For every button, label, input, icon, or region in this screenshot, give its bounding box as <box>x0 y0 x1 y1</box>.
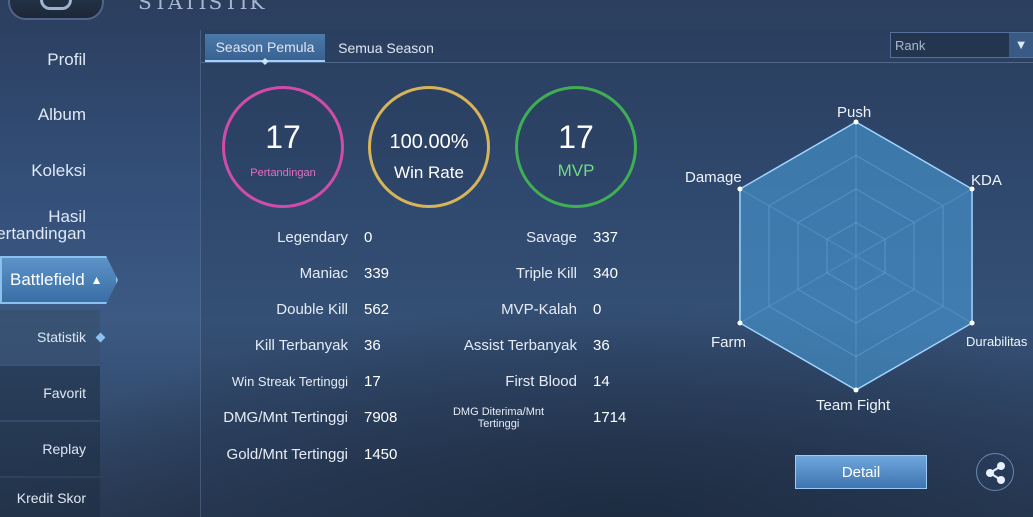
stat-value-first-blood: 14 <box>593 373 610 390</box>
stat-label-mvp-kalah: MVP-Kalah <box>501 301 577 318</box>
winrate-label: Win Rate <box>394 163 464 182</box>
rank-select-value: Rank <box>895 37 926 53</box>
rank-select[interactable]: Rank ▼ <box>890 32 1033 58</box>
stat-value-dmg-mnt: 7908 <box>364 409 398 426</box>
submenu-item-replay[interactable]: Replay <box>0 422 100 476</box>
sidebar-item-profil[interactable]: Profil <box>47 50 86 69</box>
stat-value-dmg-diterima: 1714 <box>593 409 627 426</box>
chevron-up-icon: ▲ <box>90 273 103 287</box>
matches-value: 17 <box>265 119 301 155</box>
stat-value-mvp-kalah: 0 <box>593 301 602 318</box>
submenu-item-favorit[interactable]: Favorit <box>0 366 100 420</box>
stat-value-legendary: 0 <box>364 229 373 246</box>
share-icon <box>986 462 1005 484</box>
page-title: STATISTIK <box>138 0 267 14</box>
stat-label-assist-terbanyak: Assist Terbanyak <box>463 337 577 354</box>
radar-label-durabilitas: Durabilitas <box>966 334 1028 349</box>
stat-label-maniac: Maniac <box>299 265 348 282</box>
stat-value-assist-terbanyak: 36 <box>593 337 610 354</box>
stat-label-dmg-diterima: DMG Diterima/Mnt Tertinggi <box>452 406 545 430</box>
detail-button[interactable]: Detail <box>795 455 927 489</box>
mvp-circle: 17 MVP <box>515 86 637 208</box>
stat-label-dmg-mnt: DMG/Mnt Tertinggi <box>223 409 348 426</box>
mvp-value: 17 <box>558 119 594 155</box>
radar-label-farm: Farm <box>711 334 746 351</box>
radar-label-team-fight: Team Fight <box>816 397 891 414</box>
stat-label-gold-mnt: Gold/Mnt Tertinggi <box>226 446 348 463</box>
mvp-label: MVP <box>557 161 595 180</box>
stat-value-maniac: 339 <box>364 265 390 282</box>
chevron-down-icon: ▼ <box>1009 33 1033 57</box>
tab-semua-season[interactable]: Semua Season <box>338 40 434 56</box>
radar-label-damage: Damage <box>685 169 742 186</box>
matches-label: Pertandingan <box>250 167 316 179</box>
sidebar-item-battlefield-label: Battlefield <box>10 270 85 289</box>
submenu-item-statistik[interactable]: Statistik <box>0 310 100 364</box>
winrate-value: 100.00% <box>389 131 469 153</box>
stat-label-double-kill: Double Kill <box>276 301 348 318</box>
matches-circle: 17 Pertandingan <box>222 86 344 208</box>
stat-value-triple-kill: 340 <box>593 265 619 282</box>
stat-label-savage: Savage <box>526 229 577 246</box>
tab-season-pemula[interactable]: Season Pemula <box>205 34 325 62</box>
stat-label-kill-terbanyak: Kill Terbanyak <box>254 337 348 354</box>
sidebar: Profil Album Koleksi Hasil Pertandingan … <box>0 30 120 517</box>
winrate-circle: 100.00% Win Rate <box>368 86 490 208</box>
sidebar-item-battlefield[interactable]: Battlefield ▲ <box>0 256 118 304</box>
stat-value-double-kill: 562 <box>364 301 390 318</box>
sidebar-item-koleksi[interactable]: Koleksi <box>31 161 86 180</box>
radar-label-push: Push <box>837 104 872 121</box>
tab-divider <box>201 62 1033 63</box>
stat-label-win-streak: Win Streak Tertinggi <box>231 374 348 389</box>
stat-label-first-blood: First Blood <box>505 373 577 390</box>
stat-value-win-streak: 17 <box>364 373 381 390</box>
share-button[interactable] <box>976 453 1014 491</box>
stat-label-triple-kill: Triple Kill <box>515 265 577 282</box>
stat-value-kill-terbanyak: 36 <box>364 337 381 354</box>
stat-label-legendary: Legendary <box>277 229 348 246</box>
stat-value-savage: 337 <box>593 229 619 246</box>
sidebar-item-album[interactable]: Album <box>37 105 86 124</box>
back-button[interactable] <box>8 0 104 20</box>
stat-value-gold-mnt: 1450 <box>364 446 398 463</box>
submenu-item-kredit-skor[interactable]: Kredit Skor <box>0 478 100 517</box>
radar-label-kda: KDA <box>971 172 1002 189</box>
sidebar-item-hasil-pertandingan[interactable]: Hasil Pertandingan <box>0 207 86 243</box>
